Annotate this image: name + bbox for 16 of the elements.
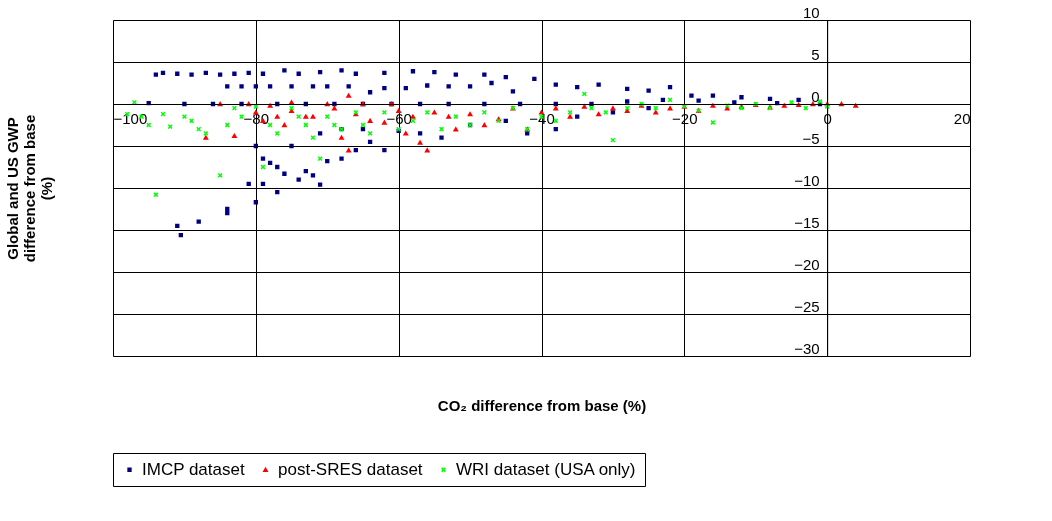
y-tick-label: −25 (794, 297, 820, 315)
y-tick-label: −5 (802, 129, 820, 147)
y-tick-label: 5 (811, 45, 820, 63)
y-tick-label: −30 (794, 339, 820, 357)
legend-label: post-SRES dataset (278, 459, 423, 479)
y-tick-label: 10 (802, 3, 820, 21)
y-tick-label: 0 (811, 87, 820, 105)
y-axis-title: Global and US GWP difference from base (%) (4, 114, 56, 263)
y-tick-label: −15 (794, 213, 820, 231)
y-tick-label: −20 (794, 255, 820, 273)
x-tick-label: −100 (113, 109, 148, 127)
x-tick-label: 20 (953, 109, 971, 127)
x-axis-title: CO₂ difference from base (%) (437, 396, 647, 414)
legend-label: WRI dataset (USA only) (456, 459, 636, 479)
legend-label: IMCP dataset (142, 459, 245, 479)
y-tick-label: −10 (794, 171, 820, 189)
